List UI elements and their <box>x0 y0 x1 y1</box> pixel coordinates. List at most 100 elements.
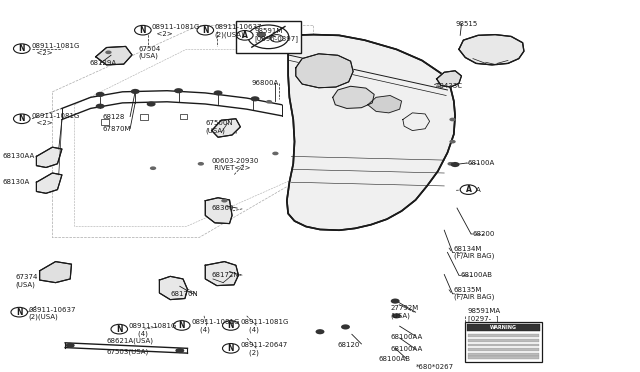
Circle shape <box>66 343 75 348</box>
Text: A: A <box>242 31 248 40</box>
Text: 68621A(USA): 68621A(USA) <box>106 338 154 344</box>
Text: 08911-10637
(2)(USA): 08911-10637 (2)(USA) <box>28 307 76 320</box>
Text: A: A <box>465 185 472 194</box>
Circle shape <box>221 199 228 202</box>
Text: 08911-10637
(2)(USA): 08911-10637 (2)(USA) <box>215 24 262 38</box>
Circle shape <box>134 25 151 35</box>
Text: WARNING: WARNING <box>490 325 517 330</box>
Circle shape <box>105 51 111 54</box>
Polygon shape <box>212 119 241 137</box>
Bar <box>468 348 539 351</box>
Text: 08911-1081G
  <2>: 08911-1081G <2> <box>152 25 200 38</box>
Bar <box>468 343 539 346</box>
Polygon shape <box>96 46 132 65</box>
Text: 68135M
(F/AIR BAG): 68135M (F/AIR BAG) <box>454 287 494 301</box>
Text: 98591MA
[0297-  ]: 98591MA [0297- ] <box>468 308 501 322</box>
Text: 08911-1081G
    (4): 08911-1081G (4) <box>129 323 177 337</box>
Text: 67374
(USA): 67374 (USA) <box>15 275 38 288</box>
Circle shape <box>316 329 324 334</box>
Text: 48433C: 48433C <box>436 83 463 89</box>
Circle shape <box>266 100 272 104</box>
Polygon shape <box>368 96 401 113</box>
Circle shape <box>449 140 456 144</box>
Text: N: N <box>202 26 209 35</box>
Text: 67500N
(USA): 67500N (USA) <box>205 120 233 134</box>
Polygon shape <box>459 35 524 65</box>
Bar <box>101 119 109 125</box>
Circle shape <box>223 343 239 353</box>
Text: *680*0267: *680*0267 <box>415 364 454 370</box>
Text: 68200: 68200 <box>473 231 495 237</box>
Circle shape <box>173 321 190 330</box>
Circle shape <box>198 162 204 166</box>
Text: N: N <box>16 308 22 317</box>
Text: N: N <box>19 44 25 53</box>
Circle shape <box>96 104 104 109</box>
Text: 68170N: 68170N <box>170 291 198 297</box>
Circle shape <box>197 25 214 35</box>
Circle shape <box>447 162 454 166</box>
Circle shape <box>13 114 30 124</box>
Polygon shape <box>333 86 374 108</box>
Text: 68128: 68128 <box>102 113 124 119</box>
Text: 68100AA: 68100AA <box>390 346 422 352</box>
Text: 08911-1081G
    (4): 08911-1081G (4) <box>241 320 289 333</box>
Text: 08911-1081G
  <2>: 08911-1081G <2> <box>32 113 81 126</box>
Polygon shape <box>296 54 353 88</box>
Polygon shape <box>40 262 72 283</box>
Circle shape <box>223 321 239 330</box>
Text: 68100AB: 68100AB <box>379 356 411 362</box>
Text: N: N <box>140 26 146 35</box>
Text: N: N <box>116 325 122 334</box>
Circle shape <box>392 313 401 318</box>
Bar <box>236 20 301 53</box>
Text: 68360: 68360 <box>212 205 234 211</box>
Circle shape <box>272 152 278 155</box>
Text: N: N <box>228 321 234 330</box>
Text: 67503(USA): 67503(USA) <box>106 349 148 355</box>
Text: 08911-20647
    (2): 08911-20647 (2) <box>241 342 287 356</box>
Bar <box>140 114 148 120</box>
Text: 68134M
(F/AIR BAG): 68134M (F/AIR BAG) <box>454 246 494 259</box>
Text: N: N <box>19 114 25 123</box>
Text: 68130AA: 68130AA <box>2 153 35 159</box>
Text: 08911-1081G
    (4): 08911-1081G (4) <box>191 320 239 333</box>
Text: 68129A: 68129A <box>90 60 116 66</box>
Circle shape <box>237 31 253 40</box>
Circle shape <box>111 324 127 334</box>
Circle shape <box>460 185 477 195</box>
Text: 00603-20930
 RIVET<2>: 00603-20930 RIVET<2> <box>212 158 259 171</box>
Text: N: N <box>228 344 234 353</box>
Text: 98591M
[0396-0397]: 98591M [0396-0397] <box>254 29 298 42</box>
Text: 68100AA: 68100AA <box>390 334 422 340</box>
Polygon shape <box>436 71 461 87</box>
Circle shape <box>257 32 266 37</box>
Polygon shape <box>159 276 188 299</box>
Bar <box>467 324 540 331</box>
Circle shape <box>13 44 30 54</box>
Circle shape <box>147 102 156 107</box>
Polygon shape <box>205 262 239 286</box>
Bar <box>468 353 539 356</box>
Circle shape <box>391 298 399 304</box>
Text: 08911-1081G
  <2>: 08911-1081G <2> <box>32 43 81 56</box>
Circle shape <box>451 162 460 167</box>
Circle shape <box>96 92 104 97</box>
Circle shape <box>449 118 456 121</box>
Text: 68100AB: 68100AB <box>460 272 492 278</box>
Circle shape <box>11 307 28 317</box>
Circle shape <box>341 324 350 330</box>
Polygon shape <box>287 35 455 230</box>
Text: 68130A: 68130A <box>2 179 29 185</box>
Text: 96800A: 96800A <box>251 80 278 86</box>
Text: 67870M: 67870M <box>102 126 131 132</box>
Polygon shape <box>205 198 232 224</box>
Text: A: A <box>476 187 481 193</box>
Circle shape <box>174 88 183 93</box>
Text: N: N <box>179 321 185 330</box>
Polygon shape <box>36 147 62 167</box>
Bar <box>468 334 539 337</box>
Circle shape <box>131 89 140 94</box>
Text: 27792M
(USA): 27792M (USA) <box>390 305 419 319</box>
Bar <box>468 356 539 359</box>
